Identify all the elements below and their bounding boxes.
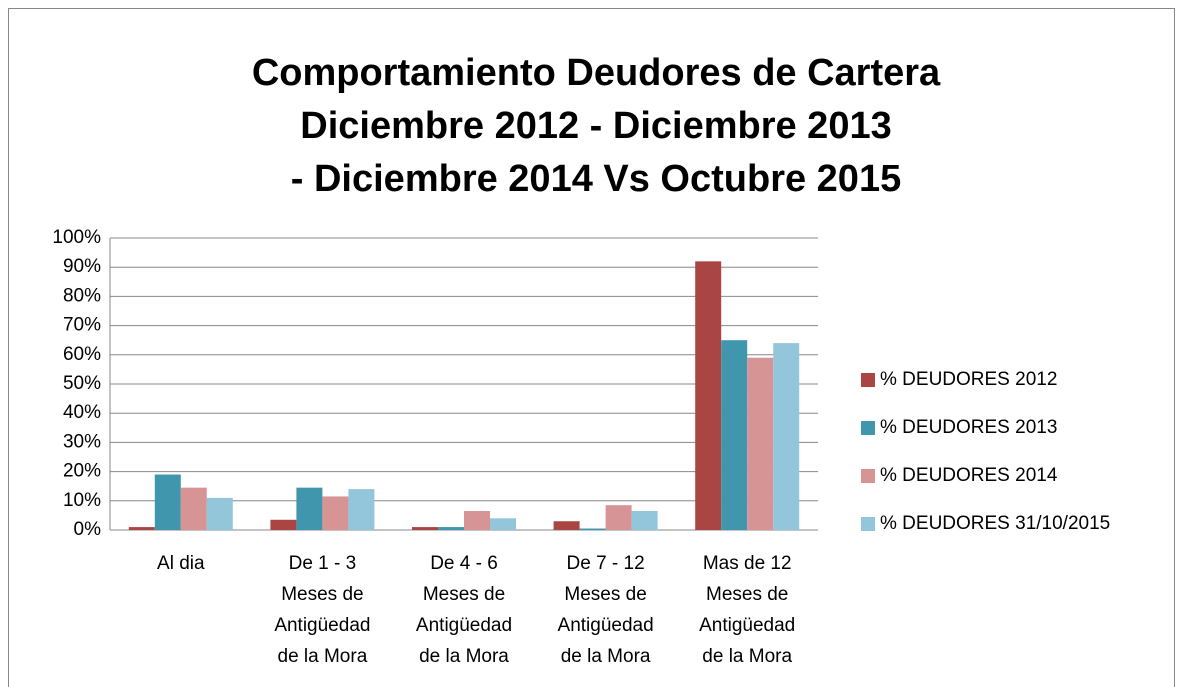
x-tick-label: Meses de	[564, 584, 646, 605]
bar	[180, 487, 207, 530]
x-tick-label: Al dia	[157, 553, 205, 574]
y-tick-label: 100%	[52, 227, 101, 248]
bar	[579, 528, 606, 530]
x-tick-label: Antigüedad	[416, 615, 512, 636]
chart-title: Comportamiento Deudores de Cartera	[252, 52, 941, 94]
legend-swatch	[861, 373, 875, 387]
bar	[553, 521, 580, 530]
x-tick-label: Mas de 12	[703, 553, 792, 574]
y-tick-label: 80%	[63, 285, 101, 306]
bar	[412, 527, 438, 530]
y-tick-label: 30%	[63, 431, 101, 452]
x-tick-label: De 7 - 12	[567, 553, 645, 574]
x-tick-label: De 4 - 6	[430, 553, 498, 574]
legend-swatch	[861, 421, 875, 435]
bar	[322, 496, 349, 530]
bar	[747, 357, 774, 530]
bar	[490, 518, 516, 530]
bar	[631, 511, 658, 530]
chart-title: Diciembre 2012 - Diciembre 2013	[300, 105, 891, 147]
bar	[128, 527, 155, 530]
y-tick-label: 0%	[74, 519, 102, 540]
x-tick-label: Antigüedad	[274, 615, 370, 636]
legend-label: % DEUDORES 31/10/2015	[880, 513, 1110, 534]
bar	[721, 340, 748, 530]
y-tick-label: 90%	[63, 256, 101, 277]
y-tick-label: 20%	[63, 461, 101, 482]
bar	[438, 527, 464, 530]
bar	[154, 474, 181, 530]
y-tick-label: 40%	[63, 402, 101, 423]
x-tick-label: Meses de	[706, 584, 788, 605]
bar	[464, 511, 490, 530]
bar	[296, 487, 323, 530]
x-tick-label: de la Mora	[278, 646, 368, 667]
bar	[270, 519, 297, 530]
chart-title: - Diciembre 2014 Vs Octubre 2015	[291, 158, 901, 200]
legend-swatch	[861, 517, 875, 531]
y-tick-label: 60%	[63, 344, 101, 365]
x-tick-label: De 1 - 3	[289, 553, 357, 574]
bar	[695, 261, 722, 530]
bar	[348, 489, 375, 530]
x-tick-label: de la Mora	[419, 646, 509, 667]
x-tick-label: de la Mora	[561, 646, 651, 667]
legend-swatch	[861, 469, 875, 483]
chart-border	[8, 8, 1175, 687]
legend-label: % DEUDORES 2012	[880, 369, 1057, 390]
legend-label: % DEUDORES 2014	[880, 465, 1058, 486]
x-tick-label: de la Mora	[702, 646, 792, 667]
bar	[773, 343, 800, 530]
legend-label: % DEUDORES 2013	[880, 417, 1057, 438]
x-tick-label: Antigüedad	[558, 615, 654, 636]
bar	[605, 505, 632, 530]
bar	[206, 497, 233, 530]
y-tick-label: 70%	[63, 315, 101, 336]
y-tick-label: 50%	[63, 373, 101, 394]
x-tick-label: Antigüedad	[699, 615, 795, 636]
x-tick-label: Meses de	[423, 584, 505, 605]
x-tick-label: Meses de	[281, 584, 363, 605]
y-tick-label: 10%	[63, 490, 101, 511]
